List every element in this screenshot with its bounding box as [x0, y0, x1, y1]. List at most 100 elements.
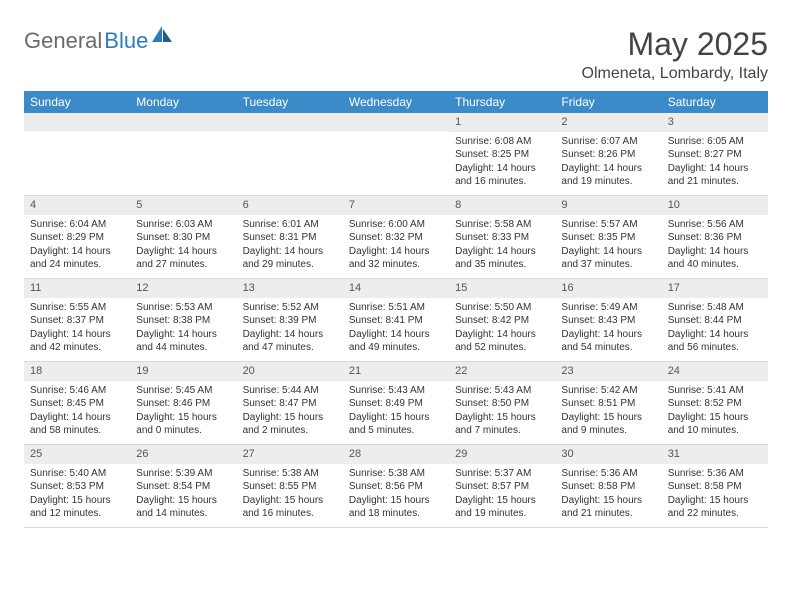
weekday-header-row: Sunday Monday Tuesday Wednesday Thursday… — [24, 91, 768, 113]
sunset-text: Sunset: 8:49 PM — [349, 397, 443, 411]
sunset-text: Sunset: 8:57 PM — [455, 480, 549, 494]
sunset-text: Sunset: 8:31 PM — [243, 231, 337, 245]
day-content: Sunrise: 5:52 AMSunset: 8:39 PMDaylight:… — [237, 298, 343, 361]
daylight-text: and 19 minutes. — [455, 507, 549, 521]
day-cell: 19Sunrise: 5:45 AMSunset: 8:46 PMDayligh… — [130, 362, 236, 444]
day-content: Sunrise: 6:05 AMSunset: 8:27 PMDaylight:… — [662, 132, 768, 195]
sunrise-text: Sunrise: 5:51 AM — [349, 301, 443, 315]
week-row: 18Sunrise: 5:46 AMSunset: 8:45 PMDayligh… — [24, 362, 768, 445]
sunrise-text: Sunrise: 5:40 AM — [30, 467, 124, 481]
day-number: 4 — [24, 196, 130, 215]
sunrise-text: Sunrise: 6:00 AM — [349, 218, 443, 232]
sunrise-text: Sunrise: 5:53 AM — [136, 301, 230, 315]
daylight-text: Daylight: 15 hours — [455, 494, 549, 508]
day-number: 12 — [130, 279, 236, 298]
day-content: Sunrise: 6:00 AMSunset: 8:32 PMDaylight:… — [343, 215, 449, 278]
sunset-text: Sunset: 8:41 PM — [349, 314, 443, 328]
day-cell: 1Sunrise: 6:08 AMSunset: 8:25 PMDaylight… — [449, 113, 555, 195]
sunset-text: Sunset: 8:53 PM — [30, 480, 124, 494]
daylight-text: and 32 minutes. — [349, 258, 443, 272]
day-cell: 14Sunrise: 5:51 AMSunset: 8:41 PMDayligh… — [343, 279, 449, 361]
sunset-text: Sunset: 8:43 PM — [561, 314, 655, 328]
day-cell: 8Sunrise: 5:58 AMSunset: 8:33 PMDaylight… — [449, 196, 555, 278]
daylight-text: Daylight: 15 hours — [136, 411, 230, 425]
day-content: Sunrise: 6:07 AMSunset: 8:26 PMDaylight:… — [555, 132, 661, 195]
daylight-text: and 58 minutes. — [30, 424, 124, 438]
sunrise-text: Sunrise: 5:56 AM — [668, 218, 762, 232]
day-cell — [237, 113, 343, 195]
day-cell: 28Sunrise: 5:38 AMSunset: 8:56 PMDayligh… — [343, 445, 449, 527]
sunrise-text: Sunrise: 6:05 AM — [668, 135, 762, 149]
daylight-text: Daylight: 14 hours — [668, 245, 762, 259]
daylight-text: Daylight: 15 hours — [561, 494, 655, 508]
day-number: 26 — [130, 445, 236, 464]
sunset-text: Sunset: 8:26 PM — [561, 148, 655, 162]
day-number: 23 — [555, 362, 661, 381]
daylight-text: and 49 minutes. — [349, 341, 443, 355]
daylight-text: and 21 minutes. — [561, 507, 655, 521]
daylight-text: and 21 minutes. — [668, 175, 762, 189]
sunrise-text: Sunrise: 5:42 AM — [561, 384, 655, 398]
day-content: Sunrise: 5:57 AMSunset: 8:35 PMDaylight:… — [555, 215, 661, 278]
day-content: Sunrise: 5:36 AMSunset: 8:58 PMDaylight:… — [662, 464, 768, 527]
day-number — [24, 113, 130, 131]
daylight-text: Daylight: 15 hours — [243, 411, 337, 425]
daylight-text: and 19 minutes. — [561, 175, 655, 189]
daylight-text: and 56 minutes. — [668, 341, 762, 355]
daylight-text: Daylight: 14 hours — [30, 411, 124, 425]
daylight-text: Daylight: 14 hours — [349, 328, 443, 342]
sunrise-text: Sunrise: 5:36 AM — [668, 467, 762, 481]
daylight-text: Daylight: 14 hours — [455, 162, 549, 176]
daylight-text: Daylight: 15 hours — [561, 411, 655, 425]
day-cell: 21Sunrise: 5:43 AMSunset: 8:49 PMDayligh… — [343, 362, 449, 444]
week-row: 25Sunrise: 5:40 AMSunset: 8:53 PMDayligh… — [24, 445, 768, 528]
day-number — [343, 113, 449, 131]
sunset-text: Sunset: 8:55 PM — [243, 480, 337, 494]
day-cell — [24, 113, 130, 195]
title-block: May 2025 Olmeneta, Lombardy, Italy — [582, 20, 768, 83]
day-cell: 29Sunrise: 5:37 AMSunset: 8:57 PMDayligh… — [449, 445, 555, 527]
day-cell: 23Sunrise: 5:42 AMSunset: 8:51 PMDayligh… — [555, 362, 661, 444]
sunrise-text: Sunrise: 6:07 AM — [561, 135, 655, 149]
day-number: 2 — [555, 113, 661, 132]
day-content: Sunrise: 5:37 AMSunset: 8:57 PMDaylight:… — [449, 464, 555, 527]
day-cell: 13Sunrise: 5:52 AMSunset: 8:39 PMDayligh… — [237, 279, 343, 361]
daylight-text: and 16 minutes. — [243, 507, 337, 521]
day-content: Sunrise: 6:03 AMSunset: 8:30 PMDaylight:… — [130, 215, 236, 278]
sunset-text: Sunset: 8:42 PM — [455, 314, 549, 328]
day-content: Sunrise: 5:41 AMSunset: 8:52 PMDaylight:… — [662, 381, 768, 444]
sunset-text: Sunset: 8:29 PM — [30, 231, 124, 245]
weekday-header: Friday — [555, 91, 661, 113]
day-number: 18 — [24, 362, 130, 381]
day-cell: 10Sunrise: 5:56 AMSunset: 8:36 PMDayligh… — [662, 196, 768, 278]
day-number: 24 — [662, 362, 768, 381]
logo-sail-icon — [152, 26, 174, 49]
daylight-text: Daylight: 15 hours — [30, 494, 124, 508]
weekday-header: Tuesday — [237, 91, 343, 113]
day-cell: 30Sunrise: 5:36 AMSunset: 8:58 PMDayligh… — [555, 445, 661, 527]
sunrise-text: Sunrise: 6:01 AM — [243, 218, 337, 232]
daylight-text: and 7 minutes. — [455, 424, 549, 438]
sunset-text: Sunset: 8:38 PM — [136, 314, 230, 328]
daylight-text: Daylight: 14 hours — [561, 162, 655, 176]
day-cell — [343, 113, 449, 195]
daylight-text: Daylight: 14 hours — [30, 245, 124, 259]
day-cell: 22Sunrise: 5:43 AMSunset: 8:50 PMDayligh… — [449, 362, 555, 444]
logo-text-blue: Blue — [104, 28, 148, 54]
day-cell: 3Sunrise: 6:05 AMSunset: 8:27 PMDaylight… — [662, 113, 768, 195]
sunrise-text: Sunrise: 5:49 AM — [561, 301, 655, 315]
sunset-text: Sunset: 8:32 PM — [349, 231, 443, 245]
daylight-text: Daylight: 15 hours — [349, 494, 443, 508]
daylight-text: and 37 minutes. — [561, 258, 655, 272]
day-number: 17 — [662, 279, 768, 298]
day-cell: 20Sunrise: 5:44 AMSunset: 8:47 PMDayligh… — [237, 362, 343, 444]
sunrise-text: Sunrise: 5:44 AM — [243, 384, 337, 398]
daylight-text: and 35 minutes. — [455, 258, 549, 272]
day-content: Sunrise: 5:36 AMSunset: 8:58 PMDaylight:… — [555, 464, 661, 527]
sunset-text: Sunset: 8:37 PM — [30, 314, 124, 328]
day-number — [130, 113, 236, 131]
weekday-header: Thursday — [449, 91, 555, 113]
sunset-text: Sunset: 8:36 PM — [668, 231, 762, 245]
sunset-text: Sunset: 8:45 PM — [30, 397, 124, 411]
sunrise-text: Sunrise: 6:08 AM — [455, 135, 549, 149]
